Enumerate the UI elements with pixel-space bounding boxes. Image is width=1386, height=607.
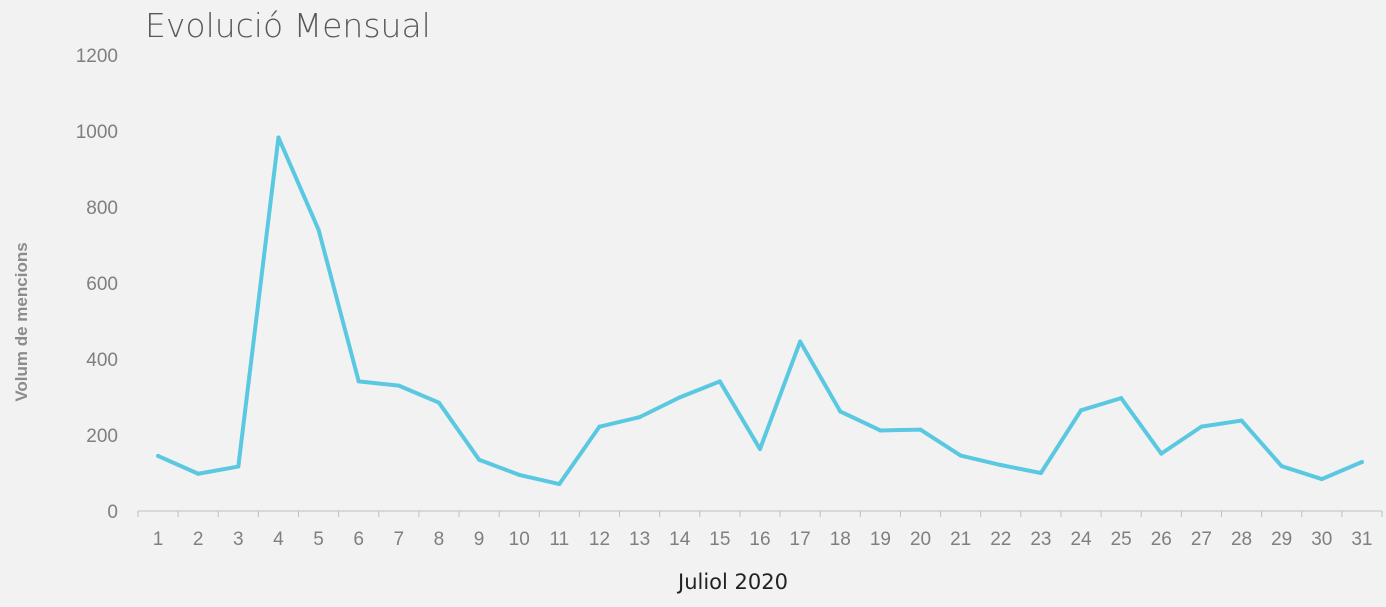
series-group [156, 135, 1364, 487]
data-point [356, 379, 361, 384]
data-point [1319, 477, 1324, 482]
data-point [1359, 459, 1364, 464]
x-tick-label: 16 [749, 529, 770, 550]
y-tick-label: 0 [107, 502, 118, 523]
data-point [1079, 408, 1084, 413]
data-point [1119, 396, 1124, 401]
x-axis-ticks: 1 2 3 4 5 6 7 8 9 10 11 12 13 14 15 16 17 18 19 20 21 22 23 24 2… [153, 529, 1373, 550]
x-axis [137, 510, 1383, 517]
data-point [918, 427, 923, 432]
data-point [798, 339, 803, 344]
x-tick-label: 6 [353, 529, 364, 550]
data-point [717, 379, 722, 384]
x-tick-label: 9 [474, 529, 485, 550]
x-tick-label: 3 [233, 529, 244, 550]
y-tick-label: 600 [86, 274, 118, 295]
data-point [1038, 471, 1043, 475]
data-point [1199, 424, 1204, 429]
data-point [156, 453, 161, 458]
x-tick-label: 14 [669, 529, 691, 550]
x-tick-label: 27 [1191, 529, 1212, 550]
y-tick-label: 1000 [76, 122, 118, 143]
data-point [637, 415, 642, 420]
data-point [196, 471, 201, 476]
y-axis-ticks: 0 200 400 600 800 1000 1200 [76, 46, 118, 523]
data-point [1159, 451, 1164, 456]
data-point [396, 383, 401, 388]
data-point [276, 135, 281, 140]
x-tick-label: 13 [629, 529, 650, 550]
x-axis-label: Juliol 2020 [678, 570, 788, 594]
data-point [838, 409, 843, 414]
x-tick-label: 28 [1231, 529, 1252, 550]
x-tick-label: 19 [870, 529, 891, 550]
data-point [316, 227, 321, 232]
data-point [517, 472, 522, 477]
x-tick-label: 11 [549, 529, 569, 550]
x-tick-label: 22 [990, 529, 1011, 550]
y-tick-label: 800 [86, 198, 118, 219]
x-tick-label: 24 [1070, 529, 1092, 550]
y-tick-label: 400 [86, 350, 118, 371]
y-tick-label: 1200 [76, 46, 118, 67]
x-tick-label: 8 [434, 529, 445, 550]
x-tick-label: 30 [1311, 529, 1332, 550]
data-point [477, 457, 482, 462]
x-tick-label: 7 [394, 529, 405, 550]
x-tick-label: 2 [193, 529, 204, 550]
series-line [156, 135, 1364, 487]
data-point [557, 482, 562, 487]
x-tick-label: 18 [830, 529, 851, 550]
data-point [998, 463, 1003, 468]
data-point [236, 464, 241, 469]
data-point [597, 424, 602, 429]
x-tick-label: 5 [313, 529, 324, 550]
data-point [1279, 464, 1284, 469]
data-point [436, 400, 441, 405]
x-tick-label: 1 [153, 529, 164, 550]
chart-title: Evolució Mensual [145, 6, 431, 45]
data-point [677, 395, 682, 400]
data-point [878, 428, 883, 433]
x-tick-label: 20 [910, 529, 931, 550]
x-tick-label: 21 [950, 529, 971, 550]
x-tick-label: 4 [273, 529, 284, 550]
x-tick-label: 23 [1030, 529, 1051, 550]
x-tick-label: 29 [1271, 529, 1292, 550]
x-tick-label: 15 [709, 529, 730, 550]
x-tick-label: 12 [589, 529, 610, 550]
x-tick-label: 31 [1351, 529, 1372, 550]
y-tick-label: 200 [86, 426, 118, 447]
x-tick-label: 26 [1151, 529, 1172, 550]
x-tick-label: 17 [790, 529, 811, 550]
x-tick-label: 25 [1111, 529, 1132, 550]
data-point [758, 447, 762, 452]
data-point [958, 453, 963, 458]
data-point [1239, 418, 1244, 423]
x-tick-label: 10 [509, 529, 530, 550]
